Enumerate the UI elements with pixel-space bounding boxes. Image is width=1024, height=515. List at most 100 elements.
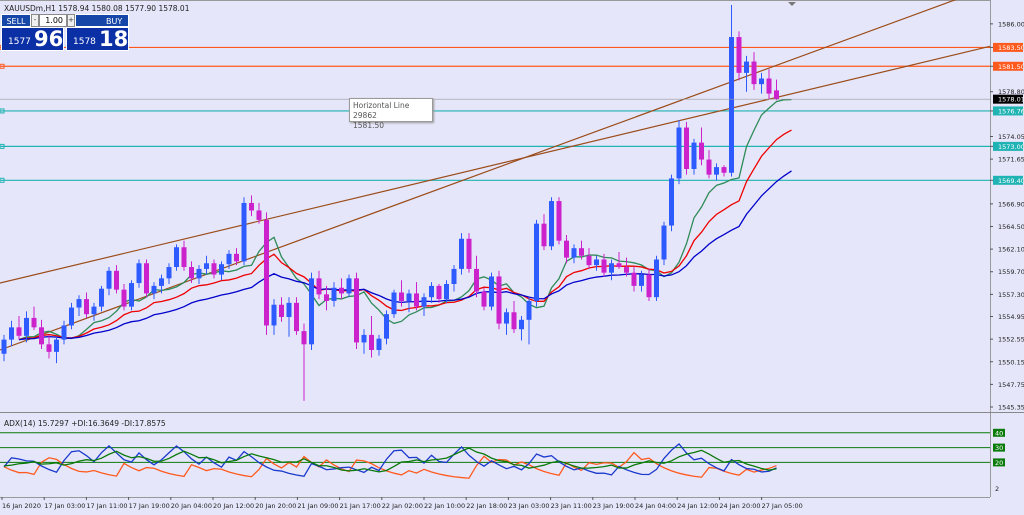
candle-body	[181, 247, 187, 268]
price-tick-label: 1574.05	[998, 133, 1024, 141]
candle-body	[639, 274, 644, 286]
candle-body	[136, 263, 142, 284]
sell-price-pips: 96	[34, 27, 64, 51]
candle-body	[556, 201, 562, 241]
symbol-header: XAUUSDm,H1 1578.94 1580.08 1577.90 1578.…	[4, 4, 190, 13]
time-label: 21 Jan 17:00	[340, 502, 381, 510]
price-tick-label: 1562.10	[998, 246, 1024, 254]
candle-body	[699, 142, 704, 160]
candle-body	[369, 334, 374, 350]
time-label: 23 Jan 03:00	[508, 502, 549, 510]
candles	[1, 5, 779, 401]
candle-body	[354, 278, 359, 343]
price-tick-label: 1552.55	[998, 336, 1024, 344]
candle-body	[736, 37, 742, 73]
lot-increase-button[interactable]: +	[67, 14, 75, 27]
candle-body	[646, 274, 652, 298]
candle-body	[331, 287, 337, 301]
price-tick-label: 1554.95	[998, 313, 1024, 321]
candle-body	[631, 272, 637, 286]
candle-body	[729, 37, 734, 173]
adx-scale-min: 2	[995, 485, 999, 493]
candle-body	[774, 90, 779, 100]
candle-body	[744, 61, 749, 73]
adx-level-tag: 30	[995, 444, 1003, 452]
candle-body	[84, 299, 89, 315]
candle-body	[751, 61, 757, 85]
candle-body	[759, 78, 764, 85]
level-tag-bg	[993, 175, 1023, 185]
price-tick-label: 1550.15	[998, 358, 1024, 366]
time-axis: 16 Jan 2020 17 Jan 03:00 17 Jan 11:00 17 Ja…	[1, 497, 803, 510]
candle-body	[564, 240, 569, 258]
adx-label: ADX(14) 15.7297 +DI:16.3649 -DI:17.8575	[4, 419, 166, 428]
buy-price-box[interactable]: 1578 18	[66, 27, 129, 51]
candle-body	[339, 287, 344, 294]
candle-body	[706, 159, 712, 175]
candle-body	[166, 267, 172, 279]
buy-button[interactable]: BUY	[75, 14, 129, 27]
candle-body	[174, 247, 179, 268]
candle-body	[61, 325, 67, 340]
candle-body	[676, 127, 682, 179]
adx-level-tag-bg	[993, 443, 1005, 452]
candle-body	[519, 319, 524, 330]
candle-body	[481, 291, 487, 307]
candle-body	[436, 285, 442, 300]
price-tick-label: 1557.30	[998, 291, 1024, 299]
candle-body	[264, 219, 269, 326]
candle-body	[624, 267, 629, 273]
candle-body	[579, 248, 584, 256]
candle-body	[309, 278, 314, 345]
ma-medium-line	[18, 129, 792, 341]
candle-body	[504, 312, 509, 324]
one-click-trading-panel: SELL - 1.00 + BUY 1577 96 1578 18	[1, 14, 129, 52]
candle-body	[691, 142, 697, 170]
level-tag-text: 1581.50	[998, 63, 1024, 71]
time-label: 24 Jan 04:00	[635, 502, 676, 510]
price-tick-label: 1566.90	[998, 200, 1024, 208]
moving-averages	[18, 98, 792, 341]
candle-body	[271, 304, 277, 326]
candle-body	[54, 339, 59, 352]
time-label: 22 Jan 18:00	[466, 502, 507, 510]
candle-body	[46, 344, 52, 352]
level-handle-1576.76	[0, 108, 5, 114]
tooltip-value: 1581.50	[353, 121, 385, 130]
adx-level-tag: 40	[995, 429, 1003, 437]
candle-body	[549, 201, 554, 247]
lot-size-input[interactable]: 1.00	[39, 14, 67, 27]
time-label: 17 Jan 11:00	[86, 502, 127, 510]
time-label: 22 Jan 02:00	[382, 502, 423, 510]
adx-level-tag-bg	[993, 428, 1005, 437]
horizontal-levels[interactable]	[0, 44, 990, 183]
price-tick-label: 1559.70	[998, 268, 1024, 276]
buy-price-pips: 18	[99, 27, 129, 51]
candle-body	[69, 307, 74, 326]
price-tick-label: 1545.35	[998, 404, 1024, 412]
candle-body	[601, 259, 607, 273]
candle-body	[189, 267, 194, 279]
candle-body	[76, 299, 82, 308]
time-label: 24 Jan 20:00	[719, 502, 760, 510]
candle-body	[444, 283, 449, 300]
candle-body	[511, 312, 517, 330]
candle-body	[279, 304, 284, 317]
candle-body	[714, 167, 719, 175]
candle-body	[241, 202, 247, 262]
candle-body	[399, 292, 404, 301]
sell-price-box[interactable]: 1577 96	[1, 27, 64, 51]
candle-body	[466, 238, 472, 269]
candle-body	[9, 327, 14, 340]
chart-shift-marker-icon[interactable]	[788, 2, 796, 6]
plus-di-line	[3, 443, 777, 478]
level-handle-1569.40	[0, 177, 5, 183]
time-label: 20 Jan 04:00	[171, 502, 212, 510]
adx-level-tag-bg	[993, 458, 1005, 467]
sell-button[interactable]: SELL	[1, 14, 31, 27]
candle-body	[144, 263, 149, 294]
level-labels: 1583.50 1581.50 1576.76 1573.00 1569.40 1578.…	[0, 42, 1024, 185]
lot-decrease-button[interactable]: -	[31, 14, 39, 27]
